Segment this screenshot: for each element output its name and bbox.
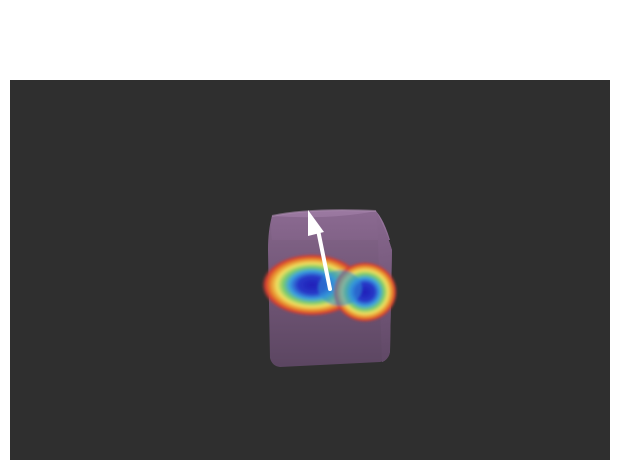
cube-edge-highlight	[271, 209, 377, 217]
3d-viewport[interactable]	[10, 80, 610, 460]
heatmap-bridge	[318, 270, 362, 306]
arrow-up-icon	[308, 210, 332, 291]
scene-canvas	[262, 209, 397, 367]
heatmap-overlay	[262, 254, 397, 322]
